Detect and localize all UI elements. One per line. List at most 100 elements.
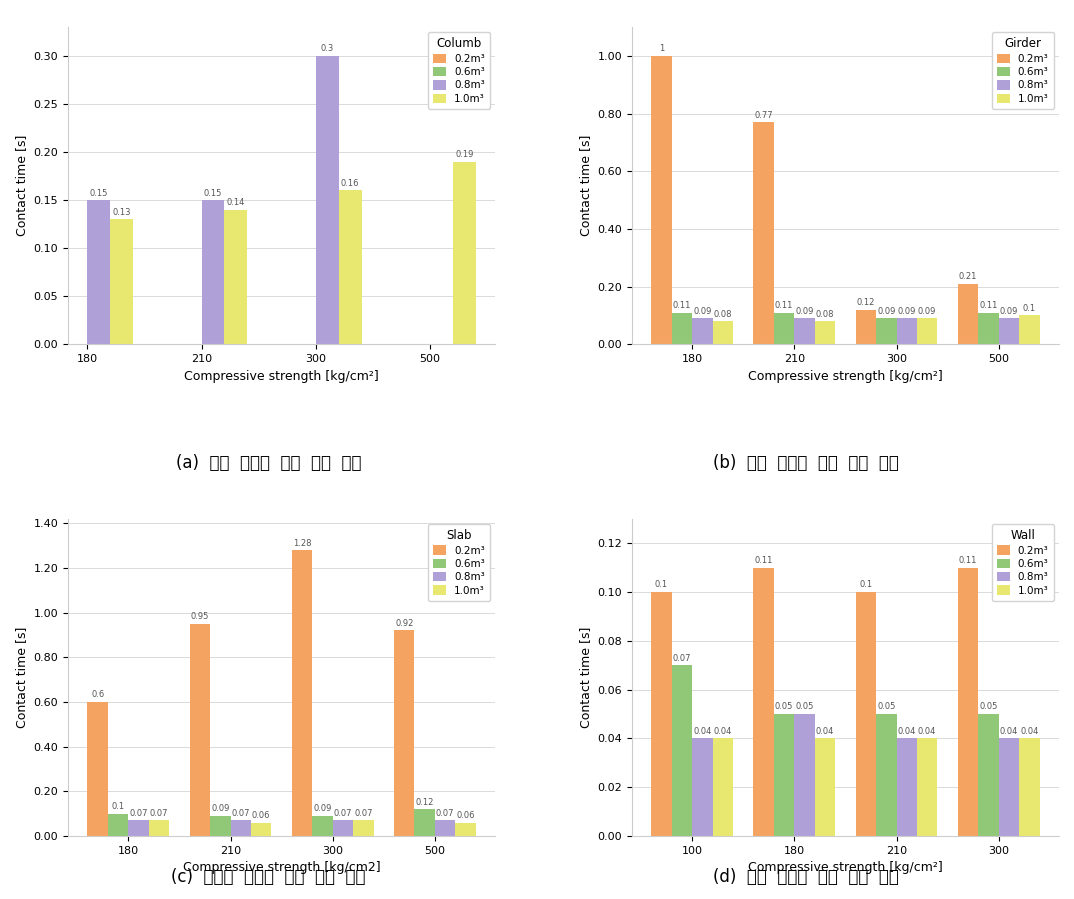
Text: 0.1: 0.1: [1022, 304, 1036, 313]
Bar: [453, 162, 476, 344]
X-axis label: Compressive strength [kg/cm²]: Compressive strength [kg/cm²]: [749, 861, 943, 875]
Text: 0.92: 0.92: [395, 619, 413, 628]
Text: 0.09: 0.09: [877, 307, 896, 316]
Bar: [978, 313, 999, 344]
Text: 0.09: 0.09: [1000, 307, 1018, 316]
Text: 0.95: 0.95: [191, 612, 209, 621]
Text: 0.77: 0.77: [754, 111, 773, 120]
Text: 0.07: 0.07: [129, 809, 148, 818]
Legend: 0.2m³, 0.6m³, 0.8m³, 1.0m³: 0.2m³, 0.6m³, 0.8m³, 1.0m³: [991, 524, 1054, 601]
Text: 0.04: 0.04: [816, 727, 834, 736]
Text: 0.05: 0.05: [796, 702, 814, 711]
Bar: [958, 567, 978, 836]
Text: 0.11: 0.11: [775, 301, 794, 310]
Text: 0.09: 0.09: [898, 307, 916, 316]
Text: 0.11: 0.11: [672, 301, 691, 310]
Bar: [415, 809, 435, 836]
Bar: [978, 714, 999, 836]
Bar: [917, 318, 938, 344]
Legend: 0.2m³, 0.6m³, 0.8m³, 1.0m³: 0.2m³, 0.6m³, 0.8m³, 1.0m³: [991, 32, 1054, 109]
Bar: [316, 56, 338, 344]
Bar: [435, 821, 455, 836]
Text: 0.12: 0.12: [416, 797, 434, 806]
Bar: [313, 816, 333, 836]
Bar: [815, 321, 836, 344]
Text: 0.09: 0.09: [693, 307, 712, 316]
Bar: [1019, 316, 1040, 344]
Text: 0.16: 0.16: [340, 179, 360, 188]
Text: 0.3: 0.3: [321, 44, 334, 53]
Bar: [455, 823, 476, 836]
Bar: [353, 821, 374, 836]
Text: 0.07: 0.07: [436, 809, 454, 818]
Bar: [333, 821, 353, 836]
Legend: 0.2m³, 0.6m³, 0.8m³, 1.0m³: 0.2m³, 0.6m³, 0.8m³, 1.0m³: [427, 32, 490, 109]
Text: 0.14: 0.14: [227, 198, 245, 207]
Text: 0.15: 0.15: [204, 189, 222, 198]
X-axis label: Compressive strength [kg/cm2]: Compressive strength [kg/cm2]: [183, 861, 380, 875]
Text: 0.6: 0.6: [91, 690, 104, 699]
Text: 0.09: 0.09: [918, 307, 937, 316]
Text: 0.06: 0.06: [252, 811, 271, 820]
Bar: [999, 738, 1019, 836]
Bar: [671, 313, 692, 344]
Text: 0.04: 0.04: [898, 727, 916, 736]
Text: 0.1: 0.1: [112, 802, 125, 811]
Text: 0.06: 0.06: [456, 811, 475, 820]
Bar: [917, 738, 938, 836]
Bar: [876, 318, 897, 344]
Bar: [202, 200, 224, 344]
Bar: [190, 624, 211, 836]
Bar: [815, 738, 836, 836]
Bar: [856, 592, 876, 836]
Text: 0.07: 0.07: [672, 654, 692, 663]
Text: (d)  벽체  파케에  따른  접촉  시간: (d) 벽체 파케에 따른 접촉 시간: [712, 868, 899, 886]
Text: 0.07: 0.07: [232, 809, 250, 818]
Bar: [897, 318, 917, 344]
Text: 0.04: 0.04: [918, 727, 937, 736]
Bar: [338, 191, 362, 344]
Bar: [211, 816, 231, 836]
Bar: [87, 200, 111, 344]
Bar: [795, 714, 815, 836]
Text: 0.12: 0.12: [857, 298, 875, 307]
Text: 0.09: 0.09: [796, 307, 814, 316]
Bar: [651, 56, 671, 344]
Bar: [111, 219, 133, 344]
Bar: [394, 630, 415, 836]
Text: 0.08: 0.08: [713, 309, 732, 318]
X-axis label: Compressive strength [kg/cm²]: Compressive strength [kg/cm²]: [749, 369, 943, 383]
Text: 0.05: 0.05: [979, 702, 998, 711]
Bar: [795, 318, 815, 344]
Text: 0.09: 0.09: [212, 805, 230, 814]
Text: 0.1: 0.1: [655, 581, 668, 590]
Text: 0.21: 0.21: [959, 272, 977, 281]
Bar: [1019, 738, 1040, 836]
Text: 0.08: 0.08: [816, 309, 834, 318]
Text: 0.04: 0.04: [713, 727, 732, 736]
Text: 1.28: 1.28: [293, 539, 311, 547]
Text: 0.19: 0.19: [455, 150, 474, 159]
Bar: [999, 318, 1019, 344]
Text: 0.04: 0.04: [693, 727, 712, 736]
Text: (c)  슬래브  파케에  따른  접촉  시간: (c) 슬래브 파케에 따른 접촉 시간: [171, 868, 366, 886]
Bar: [87, 702, 107, 836]
Text: 0.09: 0.09: [314, 805, 332, 814]
Bar: [107, 814, 128, 836]
Text: 0.1: 0.1: [859, 581, 872, 590]
Bar: [128, 821, 149, 836]
Text: (a)  기둥  파케에  따른  접촉  시간: (a) 기둥 파케에 따른 접촉 시간: [176, 454, 361, 472]
Y-axis label: Contact time [s]: Contact time [s]: [15, 135, 28, 236]
Legend: 0.2m³, 0.6m³, 0.8m³, 1.0m³: 0.2m³, 0.6m³, 0.8m³, 1.0m³: [427, 524, 490, 601]
Text: 0.11: 0.11: [979, 301, 998, 310]
Bar: [856, 309, 876, 344]
Bar: [754, 122, 774, 344]
Bar: [876, 714, 897, 836]
Bar: [958, 284, 978, 344]
X-axis label: Compressive strength [kg/cm²]: Compressive strength [kg/cm²]: [185, 369, 379, 383]
Text: 1: 1: [658, 44, 664, 53]
Bar: [251, 823, 272, 836]
Bar: [671, 665, 692, 836]
Bar: [897, 738, 917, 836]
Bar: [651, 592, 671, 836]
